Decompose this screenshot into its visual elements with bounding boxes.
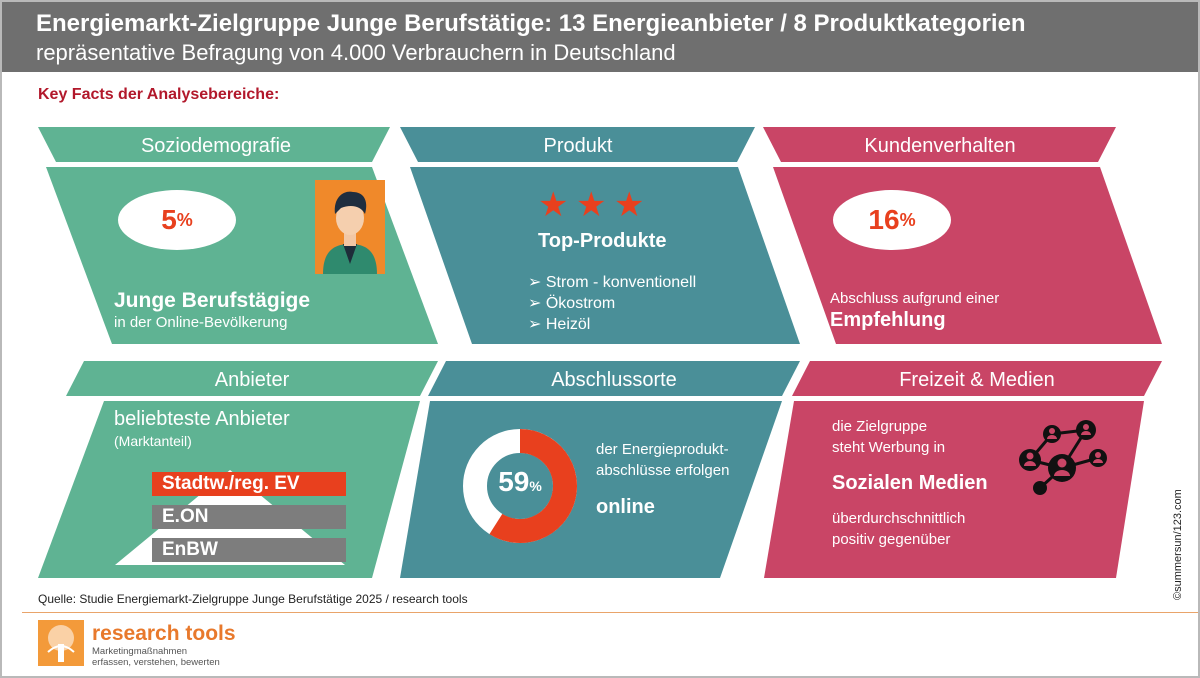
arrow-bullet-icon: ➢	[528, 316, 546, 333]
kunden-title: Kundenverhalten	[864, 135, 1016, 157]
sozio-headline: Junge Berufstägige	[114, 289, 311, 312]
abschluss-donut	[463, 429, 577, 543]
anbieter-headline: beliebteste Anbieter	[114, 408, 290, 430]
anbieter-sub: (Marktanteil)	[114, 433, 192, 449]
sozio-pct-value: 5	[161, 204, 177, 235]
kunden-line1: Abschluss aufgrund einer	[830, 290, 1000, 307]
anbieter-title-band	[66, 361, 438, 396]
star-icon: ★	[576, 186, 607, 224]
page-subtitle: repräsentative Befragung von 4.000 Verbr…	[36, 40, 676, 65]
arrow-bullet-icon: ➢	[528, 274, 546, 291]
star-icon: ★	[538, 186, 569, 224]
kunden-title-band	[763, 127, 1116, 162]
produkt-title: Produkt	[543, 135, 613, 157]
abschluss-pct-unit: %	[529, 478, 542, 494]
image-credit: ©summersun/123.com	[1172, 489, 1184, 600]
abschluss-panel	[400, 401, 782, 578]
star-icon: ★	[614, 186, 645, 224]
arrow-bullet-icon: ➢	[528, 295, 546, 312]
produkt-headline: Top-Produkte	[538, 230, 667, 252]
produkt-panel	[410, 167, 800, 344]
sozio-pct-badge: 5%	[118, 190, 236, 250]
sozio-pct-unit: %	[176, 209, 193, 230]
freizeit-line1: die Zielgruppe	[832, 418, 928, 435]
freizeit-title: Freizeit & Medien	[899, 369, 1055, 391]
list-item: ➢ Strom - konventionell	[528, 274, 697, 291]
abschluss-line1: der Energieprodukt-	[596, 441, 729, 458]
freizeit-line2: steht Werbung in	[832, 439, 946, 456]
list-item: ➢ Heizöl	[528, 316, 591, 333]
source-note: Quelle: Studie Energiemarkt-Zielgruppe J…	[38, 592, 468, 606]
abschluss-pct-label: 59%	[492, 466, 548, 498]
abschluss-title-band	[428, 361, 800, 396]
kunden-pct-value: 16	[868, 204, 900, 235]
kunden-line2: Empfehlung	[830, 309, 946, 331]
freizeit-panel	[764, 401, 1144, 578]
abschluss-title: Abschlussorte	[551, 369, 677, 391]
produkt-title-band	[400, 127, 755, 162]
tree-logo-icon	[38, 620, 84, 666]
ranking-bar-3: EnBW	[152, 538, 346, 562]
brand-tagline-line1: Marketingmaßnahmen	[92, 646, 188, 657]
abschluss-line3: online	[596, 496, 655, 518]
kunden-pct-badge: 16%	[833, 190, 951, 250]
page-title: Energiemarkt-Zielgruppe Junge Berufstäti…	[36, 10, 1026, 37]
ranking-bar-1: Stadtw./reg. EV	[152, 472, 346, 496]
brand-tagline-line2: erfassen, verstehen, bewerten	[92, 657, 220, 668]
kunden-pct-unit: %	[899, 209, 916, 230]
abschluss-pct-value: 59	[498, 466, 530, 497]
person-avatar-icon	[315, 180, 385, 274]
freizeit-headline: Sozialen Medien	[832, 472, 988, 494]
donut-value-arc	[489, 429, 577, 543]
brand-tagline: Marketingmaßnahmen erfassen, verstehen, …	[92, 646, 220, 668]
sozio-title: Soziodemografie	[140, 135, 292, 157]
sozio-sub: in der Online-Bevölkerung	[114, 314, 288, 331]
header-bar: Energiemarkt-Zielgruppe Junge Berufstäti…	[2, 2, 1198, 72]
abschluss-line2: abschlüsse erfolgen	[596, 462, 730, 479]
ranking-bar-2: E.ON	[152, 505, 346, 529]
anbieter-title: Anbieter	[214, 369, 290, 391]
section-label: Key Facts der Analysebereiche:	[38, 86, 280, 103]
sozio-title-band	[38, 127, 390, 162]
footer-divider	[22, 612, 1198, 613]
freizeit-title-band	[792, 361, 1162, 396]
freizeit-line3: überdurchschnittlich	[832, 510, 966, 527]
freizeit-line4: positiv gegenüber	[832, 531, 951, 548]
list-item: ➢ Ökostrom	[528, 295, 616, 312]
social-network-icon	[1019, 420, 1107, 495]
brand-name: research tools	[92, 622, 236, 645]
